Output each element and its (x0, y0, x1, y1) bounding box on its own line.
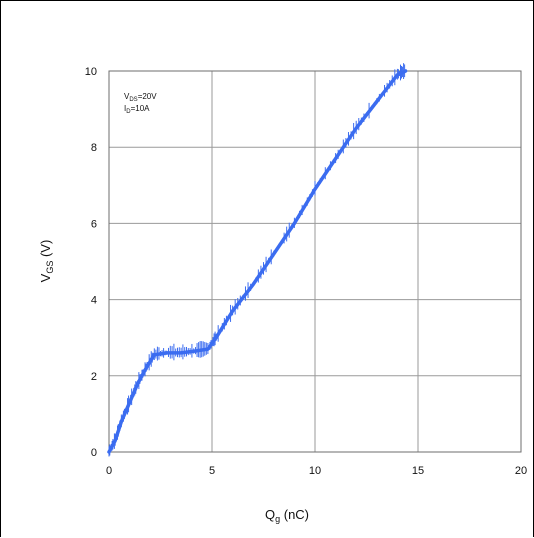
y-tick-label: 4 (91, 295, 97, 307)
annotation-id: ID=10A (124, 104, 150, 115)
x-tick-labels: 0 5 10 15 20 (106, 465, 527, 477)
grid (108, 70, 522, 453)
series-line-0 (107, 69, 408, 454)
y-tick-label: 6 (91, 218, 97, 230)
y-axis-label: VGS (V) (38, 240, 55, 283)
x-tick-label: 15 (412, 465, 424, 477)
y-tick-label: 2 (91, 371, 97, 383)
x-tick-label: 10 (309, 465, 321, 477)
plot-border (108, 70, 522, 453)
y-tick-label: 0 (91, 447, 97, 459)
series-group (107, 63, 408, 457)
x-tick-label: 5 (209, 465, 215, 477)
x-tick-label: 20 (515, 465, 527, 477)
x-axis-label: Qg (nC) (265, 507, 309, 524)
y-tick-labels: 0 2 4 6 8 10 (85, 66, 97, 459)
y-tick-label: 10 (85, 66, 97, 78)
x-tick-label: 0 (106, 465, 112, 477)
plot-border-rect (108, 70, 522, 453)
annotation-vds: VDS=20V (124, 92, 157, 103)
y-tick-label: 8 (91, 142, 97, 154)
